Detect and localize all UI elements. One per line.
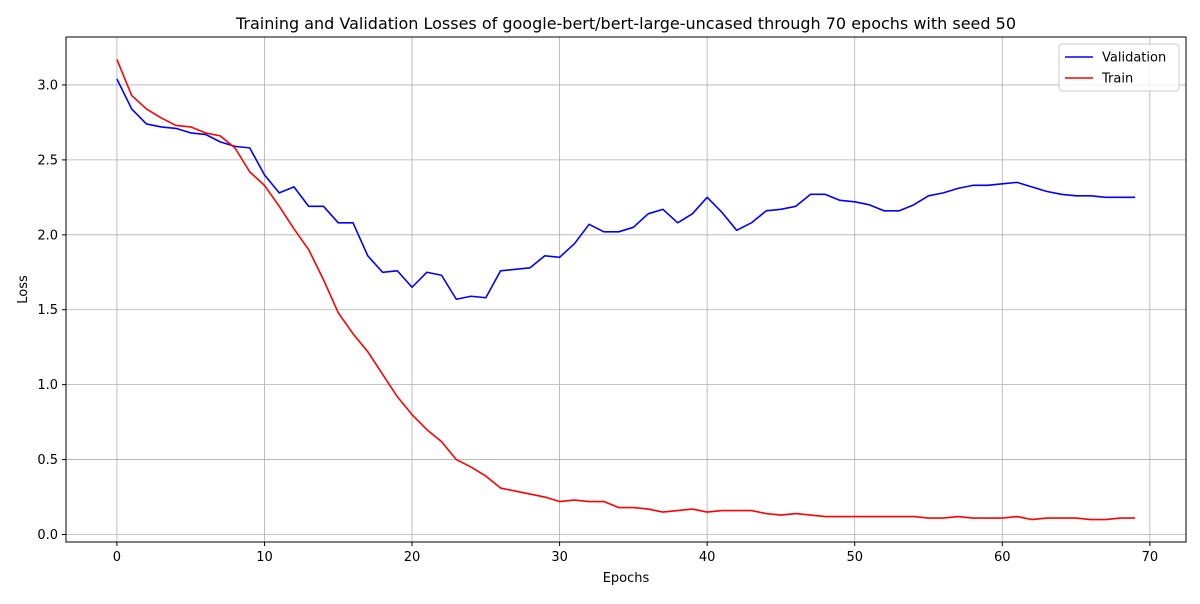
x-tick-label: 70	[1142, 550, 1159, 565]
plot-area-frame	[65, 36, 1187, 543]
y-tick-label: 3.0	[37, 78, 58, 93]
y-tick-label: 0.5	[37, 453, 58, 468]
y-tick-label: 1.5	[37, 303, 58, 318]
x-tick-label: 50	[846, 550, 863, 565]
grid-lines	[66, 37, 1186, 542]
y-tick-label: 2.0	[37, 228, 58, 243]
legend: Validation Train	[1058, 43, 1180, 92]
x-tick-label: 60	[994, 550, 1011, 565]
y-tick-label: 2.5	[37, 153, 58, 168]
x-tick-label: 10	[256, 550, 273, 565]
x-tick-label: 20	[404, 550, 421, 565]
axis-ticks: 0 10 20 30 40 50 60 70 0.0 0.5 1.0 1.5 2.0 2.5 3.0	[37, 78, 1158, 565]
legend-box	[1058, 43, 1180, 92]
x-tick-label: 30	[551, 550, 568, 565]
series-lines	[116, 59, 1136, 521]
y-tick-label: 1.0	[37, 378, 58, 393]
y-tick-label: 0.0	[37, 528, 58, 543]
series-line-validation	[116, 78, 1136, 301]
legend-label-train: Train	[1101, 72, 1133, 87]
x-tick-label: 40	[699, 550, 716, 565]
legend-label-validation: Validation	[1102, 51, 1166, 66]
x-axis-label: Epochs	[603, 571, 650, 586]
y-axis-label: Loss	[16, 275, 31, 304]
x-tick-label: 0	[113, 550, 121, 565]
series-line-train	[116, 59, 1136, 521]
chart-title: Training and Validation Losses of google…	[235, 14, 1016, 33]
